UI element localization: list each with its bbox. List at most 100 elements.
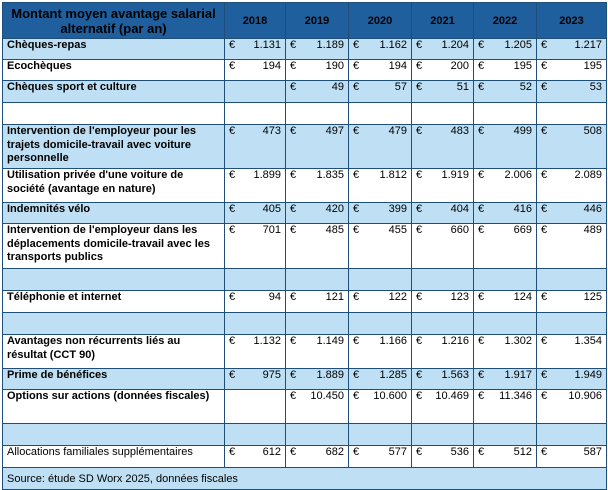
value-cell: €669 [473, 223, 537, 269]
value-cell: €51 [411, 80, 474, 103]
currency-symbol: € [353, 224, 360, 236]
currency-symbol: € [478, 169, 485, 181]
value-cell [348, 423, 412, 446]
amount-value: 1.302 [504, 335, 532, 347]
value-cell: €473 [224, 124, 286, 169]
value-cell [411, 423, 474, 446]
value-cell: €1.302 [473, 334, 537, 369]
value-cell: €405 [224, 202, 286, 224]
amount-value: 1.812 [379, 169, 407, 181]
table-row: Indemnités vélo €405 €420 €399 €404 €416 €446 [2, 202, 607, 224]
value-cell: €1.917 [473, 368, 537, 390]
value-cell: €200 [411, 59, 474, 81]
value-cell: €10.906 [536, 389, 607, 424]
table-row: Chèques-repas €1.131 €1.189 €1.162 €1.204 €1.… [2, 38, 607, 60]
currency-symbol: € [353, 291, 360, 303]
currency-symbol: € [416, 169, 423, 181]
value-cell [473, 268, 537, 291]
amount-value: 121 [325, 291, 344, 303]
currency-symbol: € [353, 169, 360, 181]
currency-symbol: € [478, 390, 485, 402]
value-cell: €1.217 [536, 38, 607, 60]
amount-value: 577 [388, 446, 407, 458]
value-cell [224, 80, 286, 103]
currency-symbol: € [229, 169, 236, 181]
amount-value: 1.889 [316, 369, 344, 381]
value-cell [536, 268, 607, 291]
value-cell [473, 312, 537, 335]
value-cell: €536 [411, 445, 474, 468]
currency-symbol: € [353, 60, 360, 72]
value-cell [348, 102, 412, 125]
value-cell: €121 [285, 290, 349, 313]
value-cell: €485 [285, 223, 349, 269]
currency-symbol: € [478, 446, 485, 458]
amount-value: 1.189 [316, 39, 344, 51]
amount-value: 660 [450, 224, 469, 236]
currency-symbol: € [541, 203, 548, 215]
value-cell: €1.189 [285, 38, 349, 60]
value-cell: €499 [473, 124, 537, 169]
row-label: Prime de bénéfices [2, 368, 225, 390]
value-cell: €1.204 [411, 38, 474, 60]
currency-symbol: € [541, 39, 548, 51]
value-cell: €587 [536, 445, 607, 468]
value-cell: €123 [411, 290, 474, 313]
value-cell: €1.899 [224, 168, 286, 203]
currency-symbol: € [478, 369, 485, 381]
year-header-2018: 2018 [224, 2, 286, 39]
amount-value: 473 [262, 125, 281, 137]
currency-symbol: € [353, 81, 360, 93]
value-cell: €1.354 [536, 334, 607, 369]
amount-value: 10.469 [435, 390, 469, 402]
value-cell [348, 268, 412, 291]
amount-value: 194 [262, 60, 281, 72]
currency-symbol: € [290, 169, 297, 181]
amount-value: 508 [583, 125, 602, 137]
amount-value: 479 [388, 125, 407, 137]
amount-value: 53 [589, 81, 602, 93]
value-cell [473, 423, 537, 446]
amount-value: 483 [450, 125, 469, 137]
amount-value: 489 [583, 224, 602, 236]
amount-value: 10.450 [310, 390, 344, 402]
row-label: Intervention de l'employeur pour les tra… [2, 124, 225, 169]
currency-symbol: € [229, 446, 236, 458]
amount-value: 1.217 [574, 39, 602, 51]
amount-value: 416 [513, 203, 532, 215]
value-cell: €483 [411, 124, 474, 169]
value-cell: €1.812 [348, 168, 412, 203]
amount-value: 1.354 [574, 335, 602, 347]
amount-value: 669 [513, 224, 532, 236]
value-cell: €125 [536, 290, 607, 313]
currency-symbol: € [416, 81, 423, 93]
currency-symbol: € [416, 125, 423, 137]
amount-value: 446 [583, 203, 602, 215]
table-row [2, 268, 607, 291]
value-cell: €49 [285, 80, 349, 103]
currency-symbol: € [416, 291, 423, 303]
value-cell: €1.162 [348, 38, 412, 60]
amount-value: 1.216 [441, 335, 469, 347]
value-cell: €1.205 [473, 38, 537, 60]
table-row: Téléphonie et internet €94 €121 €122 €123 €12… [2, 290, 607, 313]
currency-symbol: € [353, 446, 360, 458]
table-row [2, 102, 607, 125]
currency-symbol: € [478, 81, 485, 93]
amount-value: 1.205 [504, 39, 532, 51]
value-cell: €1.919 [411, 168, 474, 203]
currency-symbol: € [290, 60, 297, 72]
currency-symbol: € [290, 81, 297, 93]
amount-value: 124 [513, 291, 532, 303]
value-cell: €53 [536, 80, 607, 103]
value-cell: €94 [224, 290, 286, 313]
value-cell: €10.450 [285, 389, 349, 424]
currency-symbol: € [290, 203, 297, 215]
row-label: Indemnités vélo [2, 202, 225, 224]
value-cell: €489 [536, 223, 607, 269]
value-cell [224, 423, 286, 446]
amount-value: 682 [325, 446, 344, 458]
value-cell [285, 423, 349, 446]
currency-symbol: € [229, 335, 236, 347]
value-cell [536, 102, 607, 125]
